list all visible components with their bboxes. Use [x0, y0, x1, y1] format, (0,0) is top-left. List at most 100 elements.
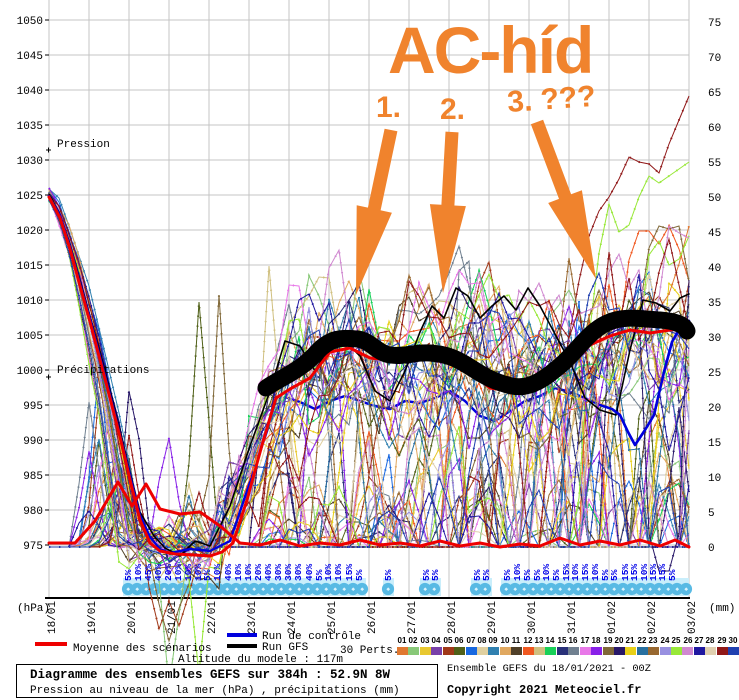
svg-text:04: 04: [432, 636, 441, 645]
svg-text:17: 17: [581, 636, 590, 645]
svg-text:21/01: 21/01: [167, 601, 179, 634]
svg-text:995: 995: [23, 401, 43, 413]
svg-text:19: 19: [604, 636, 613, 645]
svg-text:40%: 40%: [263, 564, 274, 581]
svg-text:5%: 5%: [481, 569, 492, 581]
svg-text:15%: 15%: [344, 564, 355, 581]
svg-text:1015: 1015: [17, 261, 43, 273]
svg-text:26/01: 26/01: [367, 601, 379, 634]
svg-text:30%: 30%: [283, 564, 294, 581]
svg-text:21: 21: [626, 636, 635, 645]
svg-text:05: 05: [444, 636, 453, 645]
svg-text:5%: 5%: [421, 569, 432, 581]
svg-text:3. ???: 3. ???: [506, 80, 596, 119]
svg-text:5%: 5%: [532, 569, 543, 581]
svg-text:Pression au niveau de la mer (: Pression au niveau de la mer (hPa) , pré…: [30, 685, 400, 697]
svg-text:1020: 1020: [17, 226, 43, 238]
svg-text:13: 13: [535, 636, 544, 645]
svg-text:AC-híd: AC-híd: [388, 13, 592, 87]
svg-text:27: 27: [695, 636, 704, 645]
svg-text:1050: 1050: [17, 16, 43, 28]
svg-text:2.: 2.: [440, 93, 465, 126]
svg-text:40%: 40%: [304, 564, 315, 581]
svg-text:55: 55: [708, 158, 721, 170]
svg-text:Ensemble GEFS du 18/01/2021 -: Ensemble GEFS du 18/01/2021 - 00Z: [447, 663, 651, 675]
svg-text:975: 975: [23, 541, 43, 553]
svg-text:1010: 1010: [17, 296, 43, 308]
svg-text:23: 23: [649, 636, 658, 645]
svg-text:19/01: 19/01: [87, 601, 99, 634]
svg-text:27/01: 27/01: [407, 601, 419, 634]
svg-text:70: 70: [708, 53, 721, 65]
svg-text:65: 65: [708, 88, 721, 100]
svg-text:5%: 5%: [609, 569, 620, 581]
svg-text:10%: 10%: [333, 564, 344, 581]
svg-text:10%: 10%: [133, 564, 144, 581]
svg-text:10%: 10%: [243, 564, 254, 581]
svg-text:25: 25: [708, 368, 721, 380]
svg-text:11: 11: [512, 636, 521, 645]
svg-text:5: 5: [708, 508, 715, 520]
svg-text:5%: 5%: [354, 569, 365, 581]
svg-text:30 Perts.: 30 Perts.: [340, 645, 399, 657]
svg-text:990: 990: [23, 436, 43, 448]
svg-text:15%: 15%: [629, 564, 640, 581]
svg-text:18/01: 18/01: [47, 601, 59, 634]
svg-text:31/01: 31/01: [567, 601, 579, 634]
svg-text:10%: 10%: [323, 564, 334, 581]
svg-text:45%: 45%: [143, 564, 154, 581]
svg-text:1040: 1040: [17, 86, 43, 98]
svg-text:28/01: 28/01: [447, 601, 459, 634]
svg-text:15%: 15%: [580, 564, 591, 581]
svg-text:25/01: 25/01: [327, 601, 339, 634]
svg-text:5%: 5%: [383, 569, 394, 581]
svg-text:980: 980: [23, 506, 43, 518]
svg-text:1045: 1045: [17, 51, 43, 63]
svg-text:Pression: Pression: [57, 139, 110, 151]
svg-text:30: 30: [708, 333, 721, 345]
svg-text:5%: 5%: [502, 569, 513, 581]
svg-text:Diagramme des ensembles GEFS s: Diagramme des ensembles GEFS sur 384h : …: [30, 668, 391, 682]
svg-text:Copyright 2021 Meteociel.fr: Copyright 2021 Meteociel.fr: [447, 683, 641, 697]
svg-text:15%: 15%: [648, 564, 659, 581]
svg-text:75: 75: [708, 18, 721, 30]
svg-text:03: 03: [421, 636, 430, 645]
svg-text:Moyenne des scénarios: Moyenne des scénarios: [73, 643, 212, 655]
svg-text:10%: 10%: [233, 564, 244, 581]
svg-text:5%: 5%: [314, 569, 325, 581]
svg-text:29: 29: [718, 636, 727, 645]
svg-text:15%: 15%: [561, 564, 572, 581]
svg-text:10: 10: [708, 473, 721, 485]
svg-text:10%: 10%: [590, 564, 601, 581]
svg-text:20%: 20%: [253, 564, 264, 581]
svg-text:40%: 40%: [223, 564, 234, 581]
svg-text:5%: 5%: [667, 569, 678, 581]
svg-text:1.: 1.: [376, 91, 401, 124]
svg-text:1030: 1030: [17, 156, 43, 168]
svg-text:1035: 1035: [17, 121, 43, 133]
svg-text:5%: 5%: [600, 569, 611, 581]
svg-text:0: 0: [708, 543, 715, 555]
svg-text:40%: 40%: [153, 564, 164, 581]
svg-text:29/01: 29/01: [487, 601, 499, 634]
svg-text:02/02: 02/02: [647, 601, 659, 634]
svg-text:22: 22: [638, 636, 647, 645]
svg-text:985: 985: [23, 471, 43, 483]
svg-text:03/02: 03/02: [687, 601, 699, 634]
svg-text:10%: 10%: [512, 564, 523, 581]
svg-text:5%: 5%: [202, 569, 213, 581]
svg-text:07: 07: [467, 636, 476, 645]
svg-text:20/01: 20/01: [127, 601, 139, 634]
svg-text:25: 25: [672, 636, 681, 645]
svg-text:30/01: 30/01: [527, 601, 539, 634]
svg-text:10%: 10%: [173, 564, 184, 581]
svg-text:30%: 30%: [273, 564, 284, 581]
svg-text:15: 15: [558, 636, 567, 645]
svg-text:Précipitations: Précipitations: [57, 365, 149, 377]
svg-text:10%: 10%: [183, 564, 194, 581]
svg-text:12: 12: [524, 636, 533, 645]
svg-text:26: 26: [684, 636, 693, 645]
svg-text:5%: 5%: [430, 569, 441, 581]
svg-text:28: 28: [706, 636, 715, 645]
svg-text:10%: 10%: [212, 564, 223, 581]
